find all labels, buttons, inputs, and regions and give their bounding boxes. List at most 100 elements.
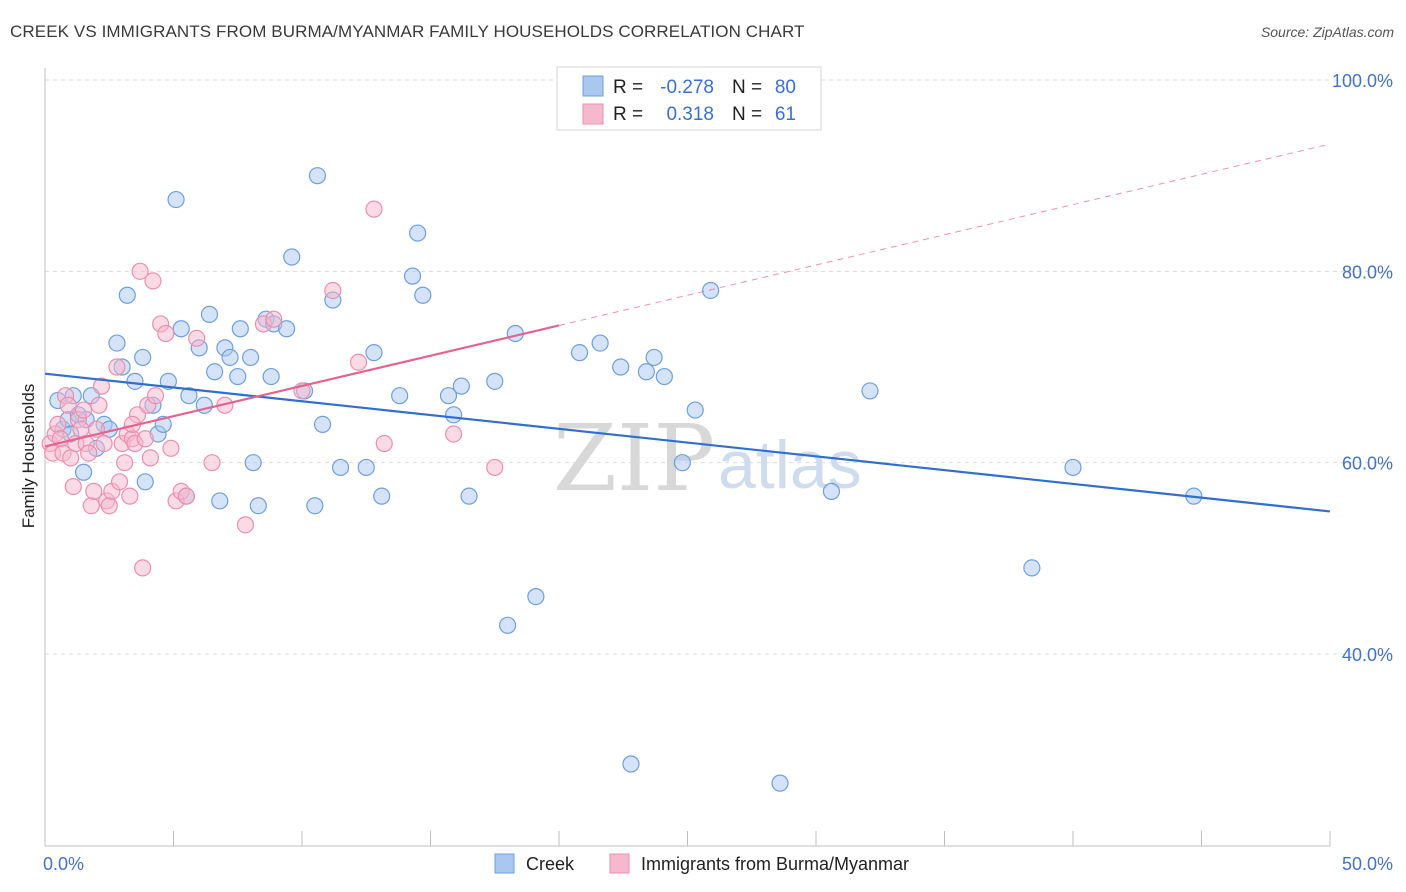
bottom-legend-creek-label: Creek [526,854,575,874]
burma-n-label: N = [732,104,762,125]
creek-point [686,401,704,419]
creek-point [262,367,280,386]
creek-point [229,367,247,386]
creek-point [861,382,879,400]
burma-point [121,487,139,505]
creek-point [637,363,655,381]
creek-point [591,334,609,352]
burma-point [324,281,342,300]
creek-point [822,482,841,500]
bottom-legend-creek-swatch [494,853,515,874]
creek-point [612,358,630,376]
burma-point [82,497,100,515]
burma-point [188,329,206,347]
creek-r-value: -0.278 [660,77,714,98]
chart-source: Source: ZipAtlas.com [1260,24,1394,40]
creek-point [306,497,324,515]
creek-point [445,406,463,424]
burma-point [59,396,77,414]
burma-point [62,449,80,467]
burma-trend-line [44,324,560,448]
burma-point [349,353,368,371]
creek-point [1064,458,1082,477]
creek-point [499,616,517,634]
burma-point [64,477,82,496]
grid-lines [45,79,1392,655]
creek-point [414,286,432,304]
burma-point [49,415,67,433]
creek-point [159,372,177,390]
creek-point [277,320,296,338]
creek-point [409,224,427,242]
y-tick-label: 100.0% [1332,71,1393,91]
creek-legend-swatch [582,75,604,97]
creek-point [283,248,301,266]
burma-point [146,387,165,405]
watermark-zip: ZIP [553,405,715,512]
creek-point [702,281,720,300]
creek-point [180,387,198,405]
creek-point [452,377,470,395]
burma-point [90,396,108,414]
creek-point [622,755,640,773]
burma-point [136,430,154,448]
creek-point [1023,559,1041,577]
burma-point [92,377,111,395]
burma-point [100,497,118,515]
burma-point [141,449,159,467]
burma-point [375,434,393,453]
trend-lines [44,143,1331,513]
chart-title: CREEK VS IMMIGRANTS FROM BURMA/MYANMAR F… [10,22,805,41]
creek-point [74,463,93,481]
burma-point [74,401,93,419]
creek-point [134,348,152,367]
burma-legend-swatch [582,103,604,125]
creek-point [200,305,219,323]
burma-point [265,310,283,328]
x-tick-label-max: 50.0% [1342,854,1393,874]
watermark-atlas: atlas [718,427,862,503]
burma-point [203,454,221,472]
y-tick-label: 80.0% [1342,262,1393,282]
creek-point [655,367,673,386]
creek-point [244,454,262,472]
y-axis-tick-labels: 40.0% 60.0% 80.0% 100.0% [1332,71,1393,665]
burma-point [177,487,195,505]
burma-point [116,454,134,472]
burma-point [72,420,90,438]
bottom-legend-burma-label: Immigrants from Burma/Myanmar [641,854,909,874]
burma-point [108,358,126,376]
burma-r-value: 0.318 [666,104,714,125]
creek-point [486,372,504,390]
creek-point [645,348,663,367]
burma-point [486,458,504,477]
creek-point [172,320,190,338]
creek-point [365,344,383,362]
creek-point [313,415,332,433]
creek-point [231,320,249,338]
creek-point [570,344,589,362]
creek-point [439,387,458,405]
creek-point [167,190,185,209]
creek-point [206,363,224,381]
creek-point [108,334,126,352]
burma-trend-line-extension [558,143,1331,326]
creek-point [391,387,409,405]
creek-point [357,458,375,477]
burma-point [236,516,255,534]
burma-point [162,439,180,457]
creek-point [771,774,789,792]
x-tick-label-min: 0.0% [43,854,84,874]
creek-point [242,348,260,367]
creek-point [403,267,422,285]
burma-point [157,324,175,343]
creek-point [460,487,478,505]
creek-r-label: R = [613,77,643,98]
creek-n-value: 80 [775,77,796,98]
creek-point [373,487,391,505]
creek-point [308,167,327,185]
creek-point [211,492,229,510]
burma-point [134,559,152,577]
creek-point [527,587,545,606]
